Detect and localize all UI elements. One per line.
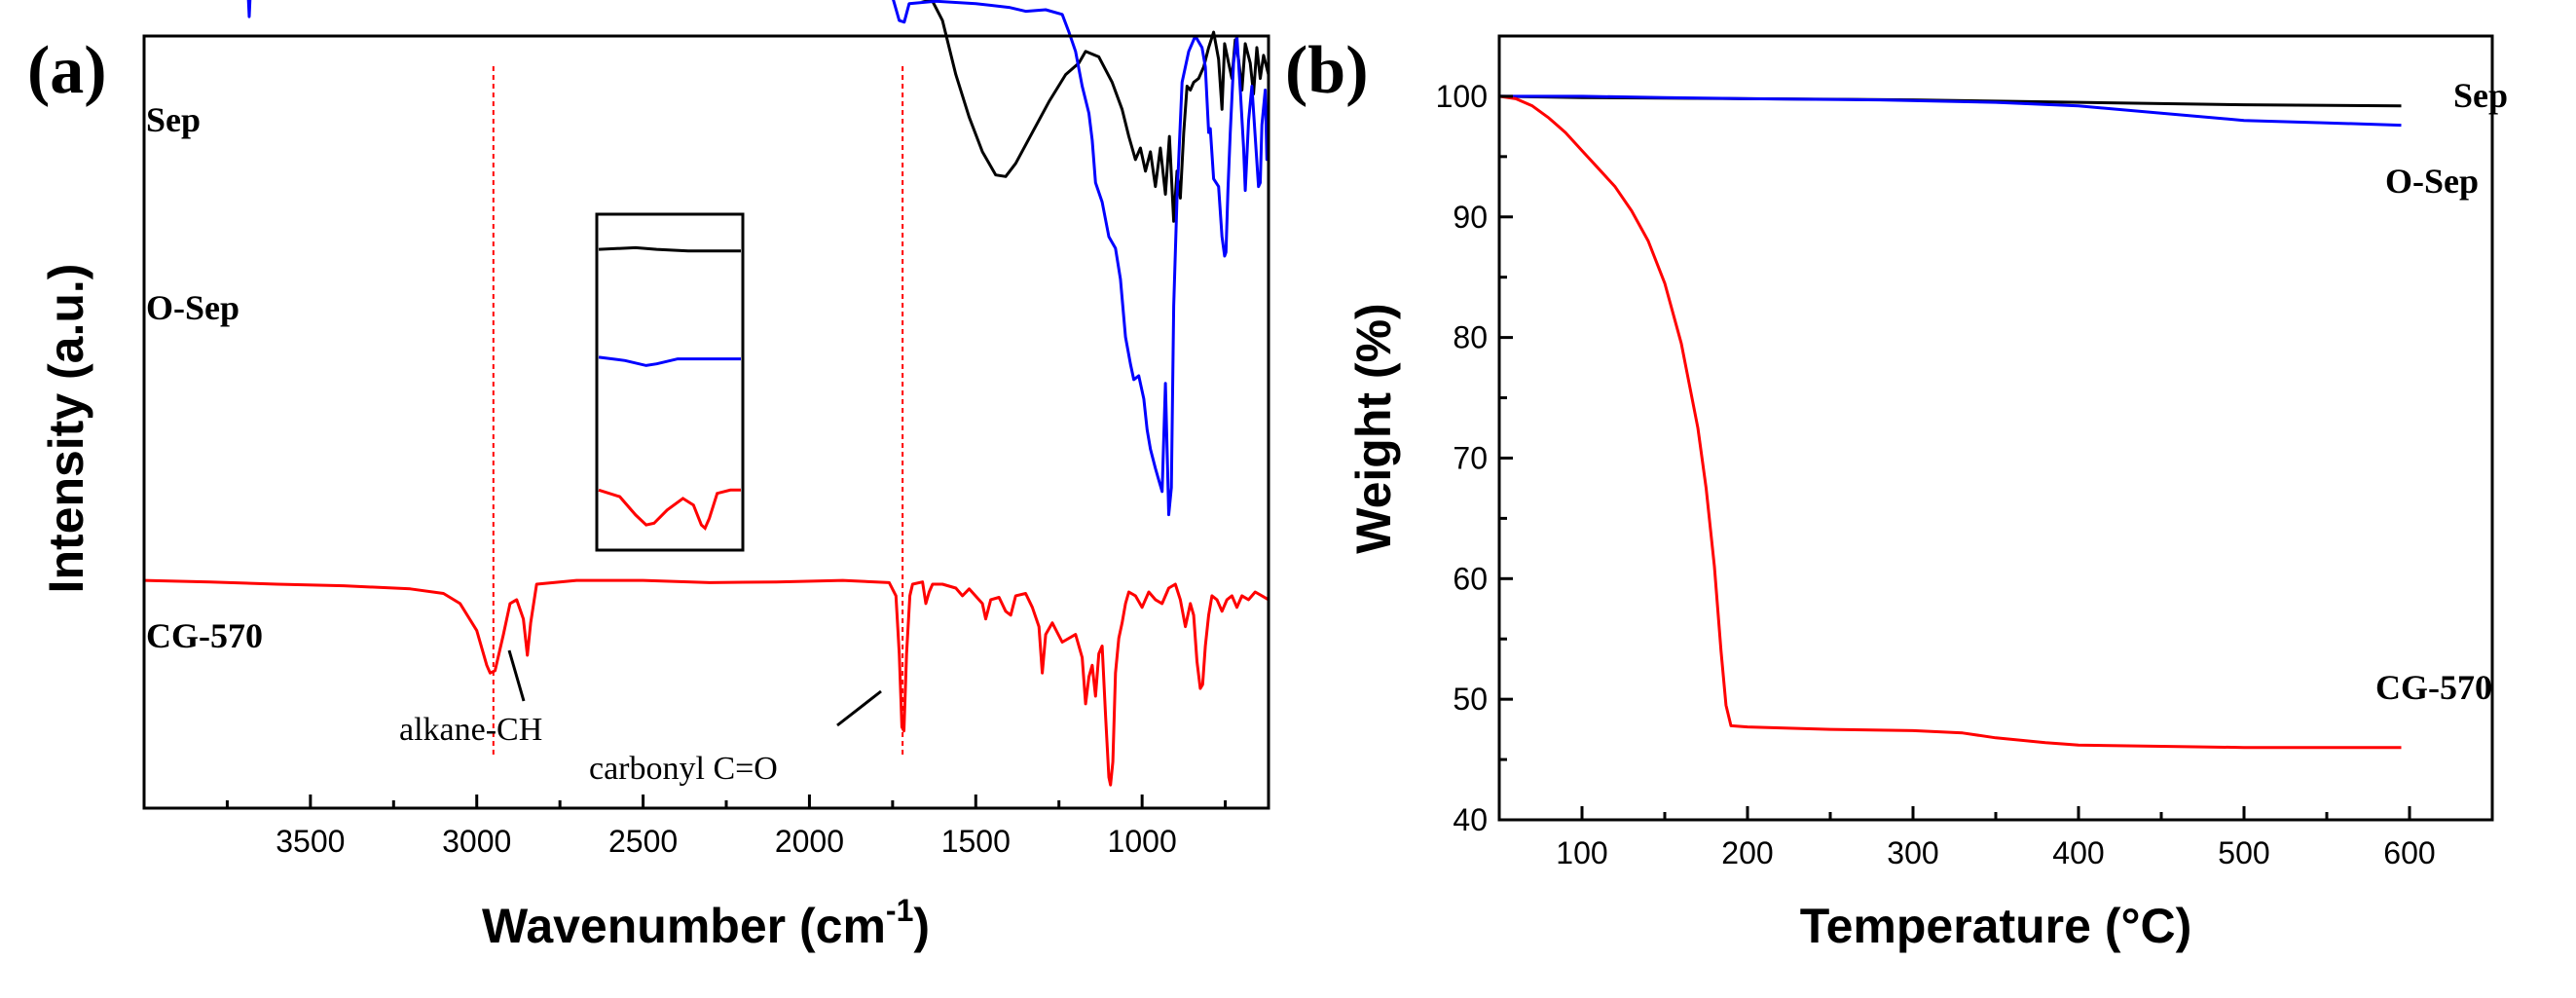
- panel-b-y-axis-title: Weight (%): [1346, 303, 1401, 553]
- annotation-alkane-ch: alkane-CH: [399, 712, 542, 748]
- inset-line-sep: [598, 245, 741, 253]
- panel-b-x-axis-title: Temperature (°C): [1800, 899, 2191, 953]
- panel-b-label: (b): [1285, 33, 1369, 108]
- x-tick-label: 3000: [442, 824, 511, 859]
- series-line-cg-570: [143, 578, 1270, 787]
- series-line-cg-570: [1498, 94, 2402, 750]
- x-tick-label: 100: [1556, 835, 1607, 870]
- inset-line-cg-570: [598, 488, 741, 532]
- x-tick-label: 1000: [1108, 824, 1177, 859]
- ftir-series: [143, 0, 1270, 787]
- series-label-sep: Sep: [146, 100, 201, 139]
- x-tick-label: 400: [2052, 835, 2104, 870]
- y-tick-label: 70: [1453, 440, 1488, 475]
- tga-series: [1498, 94, 2402, 750]
- panel-a-plot-frame: [142, 34, 1270, 810]
- inset-zoom: [595, 212, 745, 552]
- inset-line-o-sep: [598, 355, 741, 367]
- inset-frame: [595, 212, 745, 552]
- series-label-cg-570: CG-570: [2375, 668, 2492, 707]
- annotation-carbonyl: carbonyl C=O: [589, 751, 778, 787]
- reference-lines: [492, 66, 904, 758]
- alkane-ch-pointer: [507, 649, 526, 702]
- panel-b-plot-frame: [1497, 34, 2494, 822]
- carbonyl-pointer: [836, 689, 882, 727]
- series-label-cg-570: CG-570: [146, 616, 263, 655]
- x-tick-label: 1500: [941, 824, 1011, 859]
- inset-series: [598, 245, 741, 532]
- y-tick-label: 80: [1453, 320, 1488, 355]
- x-tick-label: 3500: [276, 824, 345, 859]
- panel-a-y-axis-title: Intensity (a.u.): [39, 264, 93, 594]
- y-tick-label: 60: [1453, 561, 1488, 596]
- x-axis-title-superscript: -1: [886, 893, 913, 928]
- x-tick-label: 500: [2218, 835, 2269, 870]
- x-tick-label: 300: [1887, 835, 1938, 870]
- panel-b-y-ticks: 40 50 60 70 80 90 100: [1436, 34, 1513, 837]
- x-tick-label: 2000: [775, 824, 844, 859]
- series-line-o-sep: [1499, 94, 2402, 128]
- series-label-o-sep: O-Sep: [2385, 162, 2479, 201]
- panel-b-x-ticks: 100 200 300 400 500 600: [1556, 806, 2494, 870]
- series-label-o-sep: O-Sep: [146, 288, 239, 327]
- x-axis-title-main: Wavenumber (cm: [482, 899, 886, 953]
- panel-a-x-ticks: 3500 3000 2500 2000 1500 1000: [225, 795, 1228, 859]
- x-axis-title-close: ): [913, 899, 930, 953]
- y-tick-label: 40: [1453, 802, 1488, 837]
- y-tick-label: 90: [1453, 200, 1488, 235]
- series-label-sep: Sep: [2453, 76, 2508, 115]
- x-tick-label: 200: [1721, 835, 1773, 870]
- panel-a-ftir-chart: (a) Sep O-Sep CG-570 alkane-CH carbonyl …: [27, 0, 1270, 953]
- series-line-o-sep: [246, 0, 1270, 517]
- y-tick-label: 50: [1453, 682, 1488, 717]
- panel-a-x-axis-title: Wavenumber (cm-1): [482, 893, 930, 953]
- y-tick-label: 100: [1436, 79, 1488, 114]
- panel-b-tga-chart: (b) Sep O-Sep CG-570 100 200 300 400 500 600 …: [1285, 33, 2508, 953]
- x-tick-label: 600: [2383, 835, 2435, 870]
- panel-a-label: (a): [27, 33, 107, 108]
- x-tick-label: 2500: [608, 824, 678, 859]
- series-line-sep: [920, 0, 1270, 223]
